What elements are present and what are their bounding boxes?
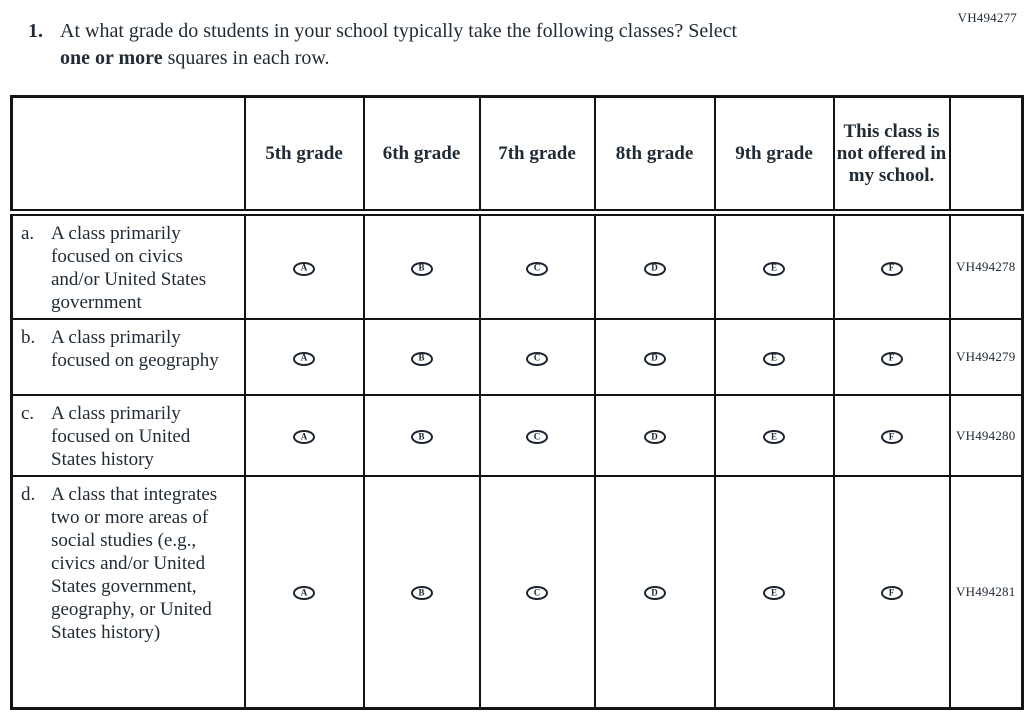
row-b-label: A class primarily focused on geography (51, 327, 219, 371)
row-d-option-bubble-b[interactable]: B (410, 586, 433, 601)
row-b-option-bubble-d[interactable]: D (643, 351, 666, 366)
question-line2: squares in each row. (167, 47, 330, 69)
row-a-letter: a. (21, 223, 35, 244)
row-a-label-cell: a. A class primarily focused on civics a… (10, 211, 246, 320)
row-a-label: A class primarily focused on civics and/… (51, 223, 207, 313)
row-b-option-bubble-a[interactable]: A (293, 351, 315, 366)
row-c-code: VH494280 (948, 394, 1024, 477)
column-header-code-blank (948, 95, 1024, 216)
row-c-label-cell: c. A class primarily focused on United S… (10, 394, 246, 477)
bubble-letter: C (533, 587, 541, 598)
row-d-label: A class that integrates two or more area… (51, 484, 218, 643)
row-d-letter: d. (21, 484, 36, 505)
table-row-d: d. A class that integrates two or more a… (10, 475, 1024, 710)
bubble-letter: E (770, 352, 777, 363)
bubble-letter: A (300, 352, 308, 363)
row-d-option-bubble-f[interactable]: F (880, 586, 903, 601)
row-a-option-bubble-d[interactable]: D (643, 261, 666, 276)
column-header-9th-grade: 9th grade (713, 95, 835, 216)
question-block: 1. At what grade do students in your sch… (28, 18, 908, 72)
column-header-8th-grade: 8th grade (593, 95, 716, 216)
bubble-letter: F (888, 262, 895, 273)
form-code: VH494277 (957, 10, 1017, 25)
row-c-label: A class primarily focused on United Stat… (51, 403, 191, 470)
column-header-blank (10, 95, 246, 216)
bubble-letter: A (300, 431, 308, 441)
row-a-option-bubble-c[interactable]: C (526, 261, 548, 276)
column-header-5th-grade: 5th grade (243, 95, 365, 216)
bubble-letter: F (888, 587, 895, 598)
row-d-option-bubble-c[interactable]: C (526, 586, 548, 601)
row-b-option-bubble-b[interactable]: B (410, 351, 433, 366)
question-bold-phrase: one or more (60, 47, 163, 69)
bubble-letter: D (651, 587, 658, 598)
row-b-option-bubble-e[interactable]: E (763, 351, 785, 366)
table-row-a: a. A class primarily focused on civics a… (10, 211, 1024, 320)
row-a-option-bubble-e[interactable]: E (763, 261, 785, 276)
bubble-letter: D (651, 262, 658, 273)
bubble-letter: C (533, 431, 541, 441)
grade-selection-table: 5th grade 6th grade 7th grade 8th grade … (10, 95, 1024, 710)
question-text: At what grade do students in your school… (60, 18, 737, 72)
bubble-letter: B (418, 587, 425, 598)
row-c-option-bubble-f[interactable]: F (880, 430, 903, 444)
row-d-label-cell: d. A class that integrates two or more a… (10, 475, 246, 710)
bubble-letter: C (533, 352, 541, 363)
row-a-option-bubble-a[interactable]: A (293, 261, 315, 276)
row-b-letter: b. (21, 327, 36, 348)
table-header-row: 5th grade 6th grade 7th grade 8th grade … (10, 95, 1024, 216)
question-line1: At what grade do students in your school… (60, 20, 738, 42)
row-c-option-bubble-a[interactable]: A (293, 430, 315, 444)
bubble-letter: A (300, 262, 308, 273)
bubble-letter: E (770, 587, 777, 598)
bubble-letter: E (770, 262, 777, 273)
row-b-label-cell: b. A class primarily focused on geograph… (10, 318, 246, 396)
row-b-code: VH494279 (948, 318, 1024, 396)
row-c-option-bubble-c[interactable]: C (526, 430, 548, 444)
table-row-b: b. A class primarily focused on geograph… (10, 318, 1024, 396)
column-header-7th-grade: 7th grade (478, 95, 596, 216)
bubble-letter: E (770, 431, 777, 441)
row-d-code: VH494281 (948, 475, 1024, 710)
row-a-code: VH494278 (948, 211, 1024, 320)
bubble-letter: A (300, 587, 308, 598)
table-row-c: c. A class primarily focused on United S… (10, 394, 1024, 477)
row-c-option-bubble-e[interactable]: E (763, 430, 785, 444)
bubble-letter: D (651, 431, 658, 441)
row-a-option-bubble-b[interactable]: B (410, 261, 433, 276)
bubble-letter: B (418, 352, 425, 363)
bubble-letter: D (651, 352, 658, 363)
question-number: 1. (28, 20, 43, 42)
row-a-option-bubble-f[interactable]: F (880, 261, 903, 276)
bubble-letter: B (418, 431, 425, 441)
row-c-letter: c. (21, 403, 35, 424)
column-header-not-offered: This class is not offered in my school. (832, 95, 951, 216)
bubble-letter: C (533, 262, 541, 273)
row-c-option-bubble-d[interactable]: D (643, 430, 666, 444)
row-b-option-bubble-f[interactable]: F (880, 351, 903, 366)
row-d-option-bubble-d[interactable]: D (643, 586, 666, 601)
row-c-option-bubble-b[interactable]: B (410, 430, 433, 444)
column-header-6th-grade: 6th grade (362, 95, 481, 216)
bubble-letter: B (418, 262, 425, 273)
bubble-letter: F (888, 431, 895, 441)
row-d-option-bubble-a[interactable]: A (293, 586, 315, 601)
row-d-option-bubble-e[interactable]: E (763, 586, 785, 601)
bubble-letter: F (888, 352, 895, 363)
row-b-option-bubble-c[interactable]: C (526, 351, 548, 366)
